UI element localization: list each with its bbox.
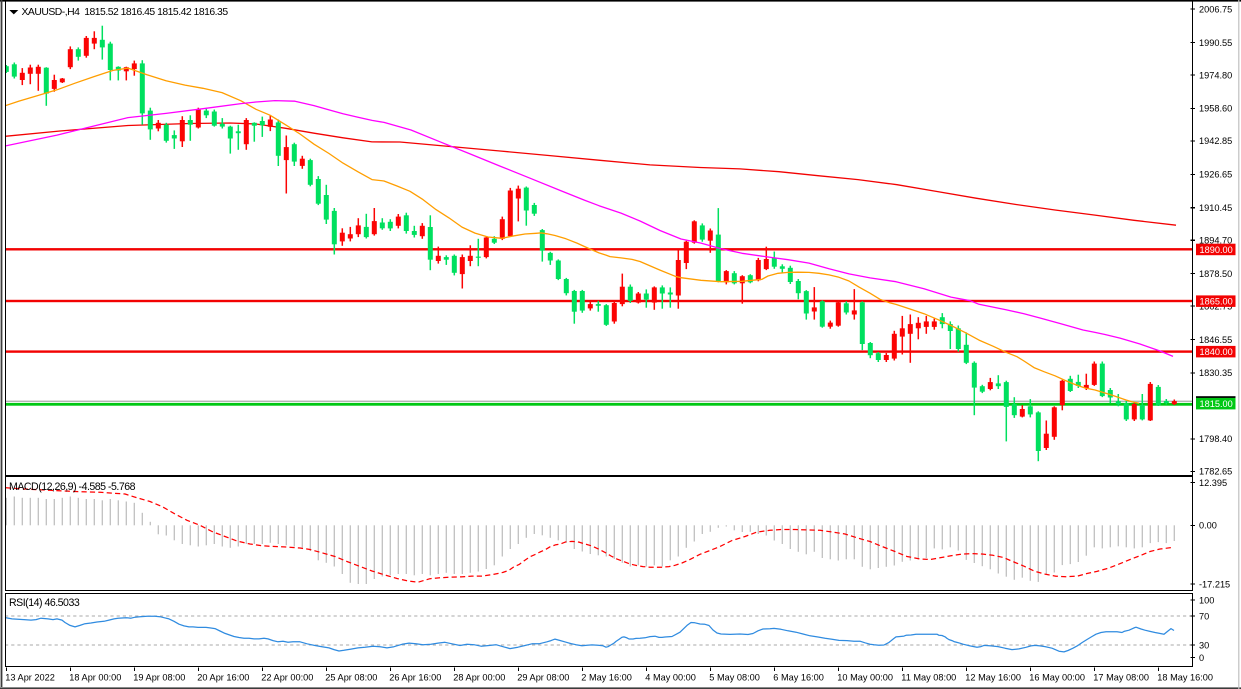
svg-text:1815.00: 1815.00: [1200, 399, 1233, 409]
svg-text:1910.45: 1910.45: [1199, 203, 1232, 213]
svg-text:1782.65: 1782.65: [1199, 467, 1232, 477]
svg-text:1974.80: 1974.80: [1199, 70, 1232, 80]
svg-text:1846.55: 1846.55: [1199, 335, 1232, 345]
svg-text:1865.00: 1865.00: [1200, 297, 1233, 307]
svg-text:2006.75: 2006.75: [1199, 4, 1232, 14]
svg-text:1840.00: 1840.00: [1200, 347, 1233, 357]
svg-text:0: 0: [1199, 653, 1204, 663]
svg-text:20 Apr 16:00: 20 Apr 16:00: [197, 673, 249, 683]
svg-text:1798.40: 1798.40: [1199, 434, 1232, 444]
svg-text:19 Apr 08:00: 19 Apr 08:00: [133, 673, 185, 683]
svg-text:25 Apr 08:00: 25 Apr 08:00: [325, 673, 377, 683]
svg-text:29 Apr 08:00: 29 Apr 08:00: [517, 673, 569, 683]
svg-text:XAUUSD-,H4 1815.52 1816.45 18: XAUUSD-,H4 1815.52 1816.45 1815.42 1816.…: [22, 7, 229, 18]
svg-text:-17.215: -17.215: [1199, 579, 1230, 589]
svg-text:0.00: 0.00: [1199, 521, 1217, 531]
svg-text:1890.00: 1890.00: [1200, 245, 1233, 255]
svg-text:10 May 00:00: 10 May 00:00: [837, 673, 893, 683]
svg-text:12.395: 12.395: [1199, 478, 1227, 488]
svg-text:1926.65: 1926.65: [1199, 170, 1232, 180]
svg-text:1878.50: 1878.50: [1199, 269, 1232, 279]
svg-text:6 May 16:00: 6 May 16:00: [773, 673, 824, 683]
svg-text:RSI(14) 46.5033: RSI(14) 46.5033: [9, 597, 80, 609]
svg-text:1942.85: 1942.85: [1199, 136, 1232, 146]
svg-text:12 May 16:00: 12 May 16:00: [965, 673, 1021, 683]
svg-text:18 May 16:00: 18 May 16:00: [1157, 673, 1213, 683]
svg-text:2 May 16:00: 2 May 16:00: [581, 673, 632, 683]
svg-text:1990.55: 1990.55: [1199, 38, 1232, 48]
svg-text:18 Apr 00:00: 18 Apr 00:00: [69, 673, 121, 683]
svg-text:28 Apr 00:00: 28 Apr 00:00: [453, 673, 505, 683]
svg-text:11 May 08:00: 11 May 08:00: [901, 673, 956, 683]
svg-text:MACD(12,26,9) -4.585 -5.768: MACD(12,26,9) -4.585 -5.768: [9, 481, 136, 493]
svg-text:26 Apr 16:00: 26 Apr 16:00: [389, 673, 441, 683]
svg-text:1830.35: 1830.35: [1199, 368, 1232, 378]
svg-text:4 May 00:00: 4 May 00:00: [645, 673, 696, 683]
svg-text:22 Apr 00:00: 22 Apr 00:00: [261, 673, 313, 683]
svg-text:1958.60: 1958.60: [1199, 104, 1232, 114]
svg-text:5 May 08:00: 5 May 08:00: [709, 673, 760, 683]
svg-text:1894.70: 1894.70: [1199, 236, 1232, 246]
svg-text:30: 30: [1199, 640, 1209, 650]
svg-text:100: 100: [1199, 595, 1214, 605]
svg-text:70: 70: [1199, 611, 1209, 621]
svg-text:16 May 00:00: 16 May 00:00: [1029, 673, 1085, 683]
svg-text:17 May 08:00: 17 May 08:00: [1093, 673, 1149, 683]
svg-text:13 Apr 2022: 13 Apr 2022: [5, 673, 55, 683]
